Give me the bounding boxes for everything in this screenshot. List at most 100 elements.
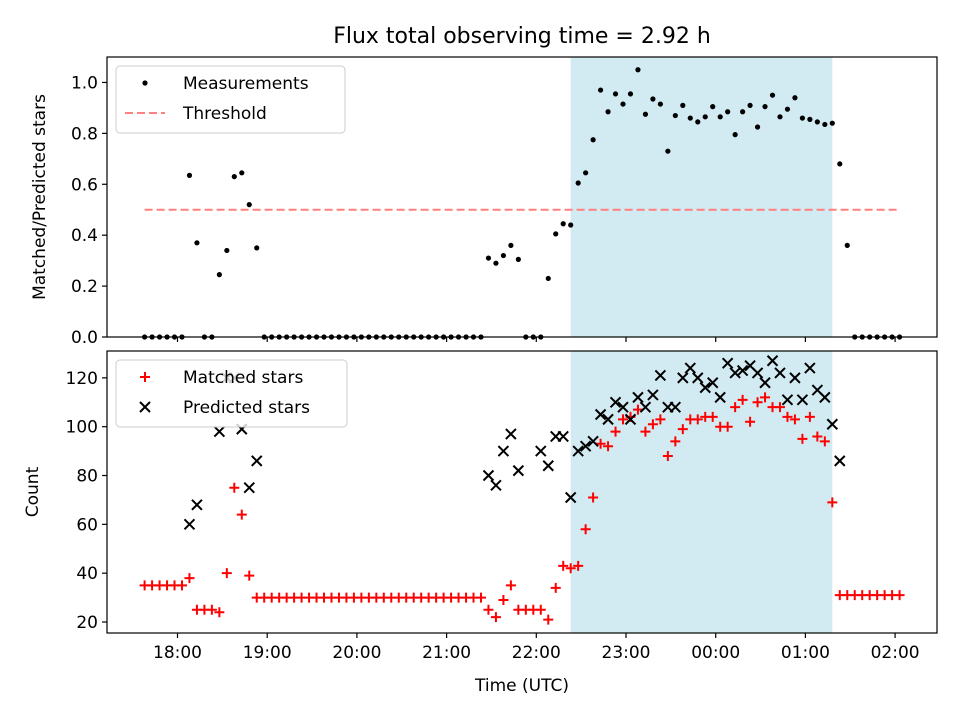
matched-star-point <box>588 492 599 503</box>
measurement-point <box>590 137 596 143</box>
measurement-point <box>687 115 693 121</box>
predicted-star-point <box>535 445 547 457</box>
matched-star-point <box>603 441 614 452</box>
x-tick-label: 02:00 <box>871 643 920 663</box>
matched-star-point <box>745 416 756 427</box>
measurement-point <box>239 170 245 176</box>
y-tick-label: 0.4 <box>71 226 98 246</box>
measurement-point <box>747 102 753 108</box>
predicted-star-point <box>557 430 569 443</box>
measurement-point <box>792 95 798 101</box>
matched-star-point <box>565 563 576 574</box>
matched-star-point <box>655 414 666 425</box>
measurement-point <box>194 240 200 246</box>
legend-label: Threshold <box>182 104 267 124</box>
matched-star-point <box>580 524 591 535</box>
y-axis-label: Matched/Predicted stars <box>30 94 50 300</box>
matched-star-point <box>782 411 793 422</box>
predicted-star-point <box>804 362 816 374</box>
matched-star-point <box>505 580 516 591</box>
x-tick-label: 20:00 <box>332 643 381 663</box>
measurement-point <box>560 221 566 227</box>
measurement-point <box>807 116 813 122</box>
measurement-point <box>254 245 260 251</box>
matched-star-point <box>789 414 800 425</box>
measurement-point <box>612 91 619 97</box>
matched-star-point <box>550 582 561 593</box>
measurement-point <box>545 275 551 282</box>
predicted-star-point <box>243 482 255 494</box>
measurement-point <box>657 101 663 107</box>
measurement-point <box>717 114 723 120</box>
matched-star-point <box>498 595 509 606</box>
measurement-point <box>784 106 791 112</box>
matched-star-point <box>229 482 240 493</box>
measurement-point <box>224 247 230 254</box>
matched-star-point <box>610 426 621 437</box>
y-tick-label: 80 <box>76 467 98 487</box>
predicted-star-point <box>677 372 689 384</box>
predicted-star-point <box>572 445 584 457</box>
matched-star-point <box>640 426 651 437</box>
bottom-panel: 20 40 60 80 100 120 18:00 19:00 20:00 21:00 22:00 2… <box>23 350 938 696</box>
measurement-point <box>627 91 634 97</box>
matched-star-point <box>692 414 703 425</box>
measurement-point <box>553 231 559 237</box>
predicted-star-point <box>213 425 226 438</box>
matched-star-point <box>618 414 629 425</box>
predicted-star-point <box>624 413 637 426</box>
shaded-region <box>570 351 833 633</box>
matched-star-point <box>595 438 606 449</box>
measurement-point <box>837 161 843 167</box>
predicted-star-point <box>617 401 629 413</box>
matched-star-point <box>221 568 232 579</box>
predicted-star-point <box>602 413 614 426</box>
measurement-point <box>754 124 761 130</box>
measurement-point <box>575 180 581 186</box>
x-tick-label: 01:00 <box>781 643 830 663</box>
x-axis-label: Time (UTC) <box>474 676 569 696</box>
measurement-point <box>583 170 589 176</box>
y-tick-label: 0.0 <box>71 328 98 348</box>
matched-star-point <box>797 433 808 444</box>
y-tick-label: 20 <box>76 613 98 633</box>
predicted-star-point <box>183 518 196 531</box>
measurement-point <box>597 87 604 93</box>
predicted-star-point <box>699 381 711 394</box>
predicted-star-point <box>721 357 734 369</box>
x-tick-label: 23:00 <box>602 643 651 663</box>
measurement-point <box>777 114 783 120</box>
predicted-star-point <box>766 355 779 367</box>
matched-star-point <box>244 570 255 581</box>
predicted-star-point <box>669 401 682 413</box>
axes-frame <box>106 350 938 634</box>
matched-star-point <box>543 614 554 625</box>
measurement-point <box>508 242 514 248</box>
measurement-point <box>680 102 686 108</box>
predicted-star-point <box>714 391 726 404</box>
x-tick-label: 18:00 <box>153 643 202 663</box>
predicted-star-point <box>654 369 667 382</box>
measurement-point <box>493 260 499 266</box>
predicted-star-point <box>579 440 592 452</box>
measurement-point <box>829 120 835 126</box>
y-tick-label: 60 <box>76 515 98 535</box>
predicted-star-point <box>781 394 794 406</box>
matched-star-point <box>722 421 733 432</box>
measurement-point <box>740 109 746 115</box>
predicted-star-point <box>505 428 517 440</box>
matched-star-point <box>176 580 187 591</box>
chart-title: Flux total observing time = 2.92 h <box>333 24 711 49</box>
predicted-star-point <box>647 389 659 401</box>
predicted-star-point <box>826 418 839 430</box>
predicted-star-point <box>490 479 502 491</box>
predicted-star-point <box>639 401 652 413</box>
legend-marker-cross <box>139 401 151 413</box>
matched-star-point <box>558 560 569 571</box>
matched-star-point <box>475 592 486 603</box>
predicted-star-point <box>707 377 719 389</box>
predicted-star-point <box>587 435 599 448</box>
matched-star-point <box>632 404 643 415</box>
